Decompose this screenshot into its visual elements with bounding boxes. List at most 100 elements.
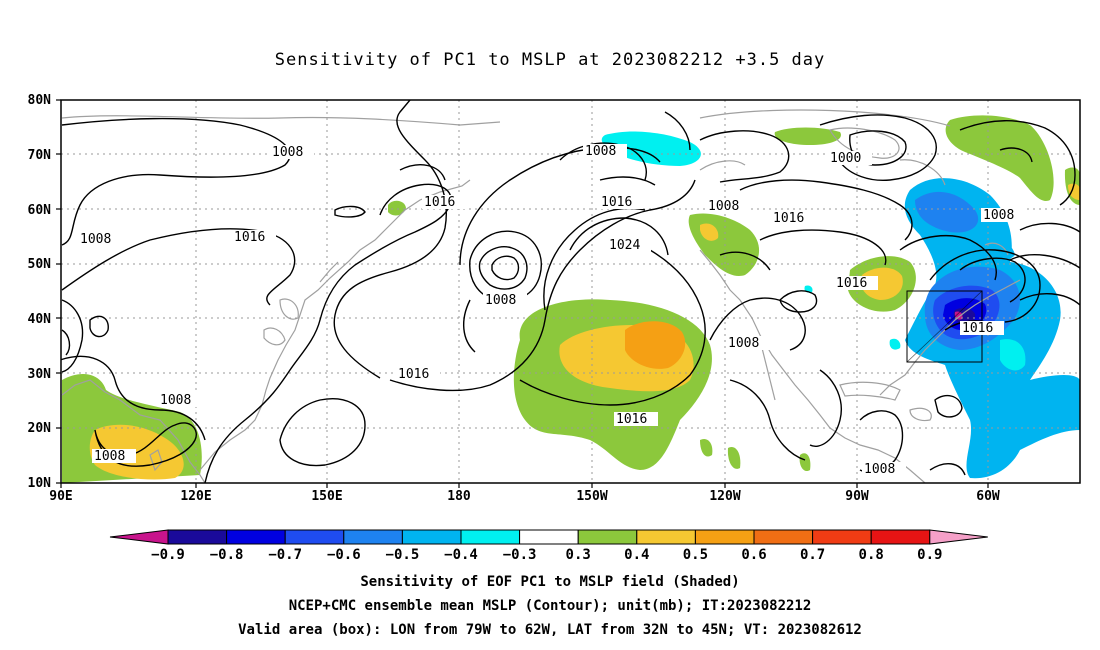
caption-line-3: Valid area (box): LON from 79W to 62W, L… (238, 622, 862, 638)
shade-region (625, 321, 686, 369)
contour-label: 1008 (706, 199, 750, 214)
svg-text:1008: 1008 (708, 199, 739, 214)
shade-region (727, 446, 741, 469)
svg-text:1016: 1016 (234, 230, 265, 245)
svg-text:1008: 1008 (160, 393, 191, 408)
plot-frame (60, 99, 1081, 484)
contour-label: 1008 (583, 144, 627, 159)
contour-label: 1000 (828, 151, 872, 166)
colorbar (109, 529, 988, 545)
colorbar-label: −0.9 (151, 547, 185, 563)
lon-tick-label: 90W (845, 489, 869, 504)
svg-text:1008: 1008 (485, 293, 516, 308)
colorbar-swatch (636, 529, 696, 545)
lat-tick-label: 80N (28, 93, 52, 108)
shaded-positive-regions (62, 115, 1080, 483)
colorbar-swatch (167, 529, 228, 545)
colorbar-label: −0.6 (327, 547, 361, 563)
lat-tick-label: 20N (28, 421, 52, 436)
shade-region (700, 438, 713, 457)
svg-text:1016: 1016 (398, 367, 429, 382)
shade-region (1000, 339, 1026, 371)
colorbar-swatch (870, 529, 931, 545)
contour-label: 1016 (771, 211, 815, 226)
lon-tick-labels: 90E 120E 150E 180 150W 120W 90W 60W (49, 489, 1000, 504)
svg-text:1016: 1016 (836, 276, 867, 291)
contour-label: 1008 (92, 449, 136, 464)
map-title: Sensitivity of PC1 to MSLP at 2023082212… (274, 50, 826, 70)
colorbar-swatch (284, 529, 345, 545)
colorbar-label: −0.3 (503, 547, 537, 563)
shade-region (945, 115, 1054, 201)
lon-tick-label: 180 (447, 489, 471, 504)
colorbar-label: 0.3 (566, 547, 591, 563)
lat-tick-label: 70N (28, 148, 52, 163)
colorbar-label: 0.8 (859, 547, 884, 563)
colorbar-label: −0.8 (210, 547, 244, 563)
contour-label: 1016 (614, 412, 658, 427)
colorbar-label: 0.6 (741, 547, 766, 563)
colorbar-label: −0.4 (444, 547, 478, 563)
gridlines (61, 100, 1080, 483)
shade-region (1068, 183, 1080, 200)
svg-text:1008: 1008 (983, 208, 1014, 223)
lon-tick-label: 150W (576, 489, 607, 504)
lon-tick-label: 120W (709, 489, 740, 504)
contour-label: 1008 (483, 293, 527, 308)
colorbar-swatch (812, 529, 872, 545)
contour-label: 1008 (862, 462, 906, 477)
svg-text:1008: 1008 (94, 449, 125, 464)
shade-region (799, 453, 811, 472)
shade-region (965, 236, 1015, 261)
lat-tick-label: 10N (28, 476, 52, 491)
contour-label: 1008 (158, 393, 202, 408)
shade-region (688, 213, 760, 276)
lat-tick-label: 50N (28, 257, 52, 272)
colorbar-labels: −0.9 −0.8 −0.7 −0.6 −0.5 −0.4 −0.3 0.3 0.4 0.5 0.6… (151, 547, 942, 563)
lon-tick-label: 120E (180, 489, 211, 504)
colorbar-swatch (577, 529, 638, 545)
colorbar-swatch (226, 529, 286, 545)
svg-text:1008: 1008 (272, 145, 303, 160)
lat-tick-label: 60N (28, 203, 52, 218)
contour-label: 1016 (960, 321, 1004, 336)
lon-tick-label: 60W (976, 489, 1000, 504)
svg-text:1008: 1008 (864, 462, 895, 477)
contour-labels: 1008 1008 1016 1016 1008 1016 1024 1008 … (78, 144, 1025, 477)
contour-label: 1016 (422, 195, 466, 210)
lon-tick-label: 90E (49, 489, 72, 504)
caption-line-1: Sensitivity of EOF PC1 to MSLP field (Sh… (360, 574, 740, 590)
svg-text:1016: 1016 (601, 195, 632, 210)
shade-region (860, 267, 903, 300)
svg-text:1016: 1016 (424, 195, 455, 210)
colorbar-label: 0.9 (917, 547, 942, 563)
svg-text:1024: 1024 (609, 238, 640, 253)
svg-text:1008: 1008 (728, 336, 759, 351)
colorbar-label: 0.5 (683, 547, 708, 563)
contour-label: 1008 (270, 145, 314, 160)
shade-region (915, 191, 979, 233)
colorbar-label: −0.7 (268, 547, 302, 563)
lon-tick-label: 150E (311, 489, 342, 504)
colorbar-swatch (519, 529, 579, 545)
svg-text:1008: 1008 (585, 144, 616, 159)
contour-label: 1016 (599, 195, 643, 210)
colorbar-swatch (343, 529, 403, 545)
colorbar-high-arrow (929, 529, 988, 545)
svg-text:1016: 1016 (616, 412, 647, 427)
shade-region (700, 223, 719, 241)
contour-label: 1016 (834, 276, 878, 291)
shade-region (388, 200, 406, 216)
svg-text:1016: 1016 (962, 321, 993, 336)
lat-tick-label: 40N (28, 312, 52, 327)
contour-label: 1024 (607, 238, 651, 253)
valid-area-diagonal (906, 290, 983, 363)
colorbar-swatch (753, 529, 814, 545)
svg-text:1016: 1016 (773, 211, 804, 226)
colorbar-swatch (460, 529, 521, 545)
colorbar-swatch (401, 529, 462, 545)
colorbar-swatch (694, 529, 755, 545)
caption-line-2: NCEP+CMC ensemble mean MSLP (Contour); u… (288, 598, 812, 614)
contour-label: 1008 (726, 336, 770, 351)
